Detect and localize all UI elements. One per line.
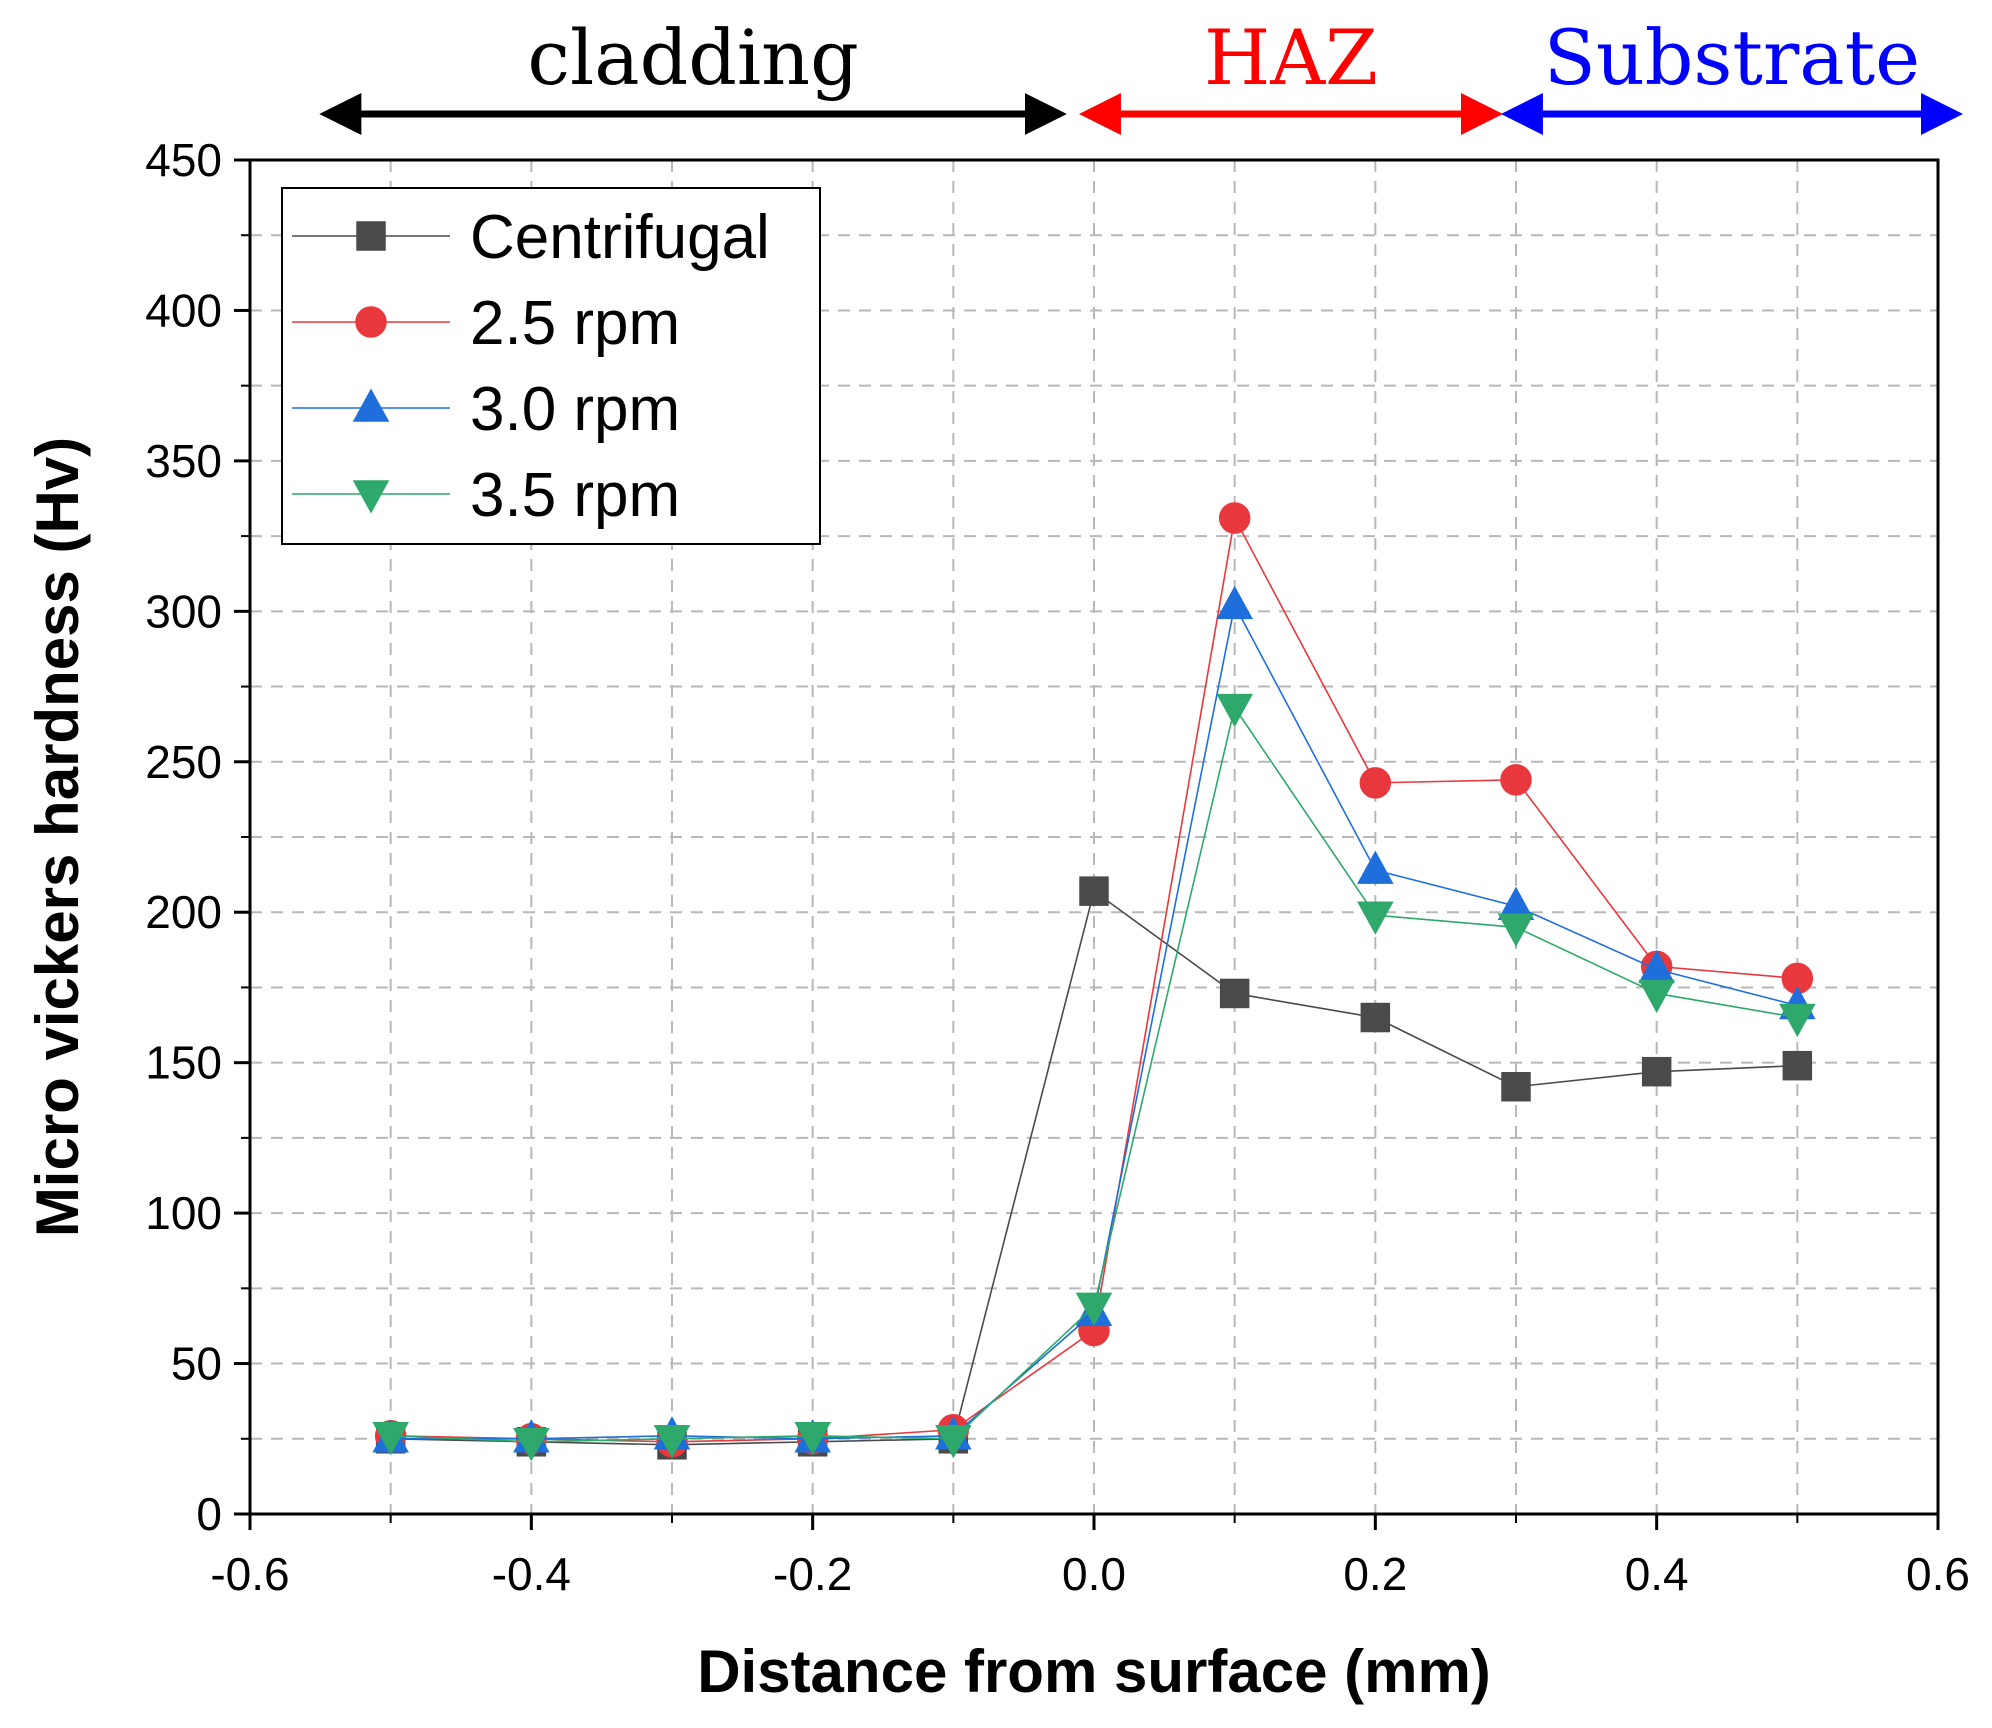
data-point-3-5-rpm bbox=[1216, 693, 1253, 728]
region-annotations: cladding HAZ Substrate bbox=[319, 13, 1963, 135]
data-point-centrifugal bbox=[1079, 876, 1109, 906]
legend-item: Centrifugal bbox=[292, 203, 770, 272]
x-tick-label: -0.2 bbox=[773, 1548, 852, 1600]
y-tick-label: 250 bbox=[145, 736, 222, 788]
data-point-2-5-rpm bbox=[1359, 767, 1392, 799]
x-tick-label: 0.2 bbox=[1343, 1548, 1407, 1600]
y-tick-label: 150 bbox=[145, 1037, 222, 1089]
data-point-centrifugal bbox=[1641, 1056, 1672, 1087]
x-tick-label: -0.6 bbox=[210, 1548, 289, 1600]
y-axis-title: Micro vickers hardness (Hv) bbox=[24, 437, 91, 1237]
legend-marker bbox=[355, 306, 387, 338]
legend: Centrifugal 2.5 rpm 3.0 rpm 3.5 rpm bbox=[281, 187, 821, 545]
x-axis-title: Distance from surface (mm) bbox=[697, 1638, 1491, 1705]
y-tick-label: 350 bbox=[145, 435, 222, 487]
legend-label: 3.0 rpm bbox=[470, 375, 680, 444]
data-point-3-5-rpm bbox=[794, 1422, 831, 1456]
data-point-3-5-rpm bbox=[1497, 913, 1535, 947]
legend-item: 2.5 rpm bbox=[292, 289, 680, 358]
legend-item: 3.5 rpm bbox=[292, 461, 680, 530]
data-point-3-5-rpm bbox=[653, 1425, 691, 1459]
y-tick-label: 50 bbox=[171, 1338, 222, 1390]
legend-label: 3.5 rpm bbox=[470, 461, 680, 530]
data-point-3-5-rpm bbox=[1357, 901, 1394, 935]
region-label-substrate: Substrate bbox=[1544, 13, 1920, 102]
data-point-3-5-rpm bbox=[372, 1422, 409, 1456]
data-point-2-5-rpm bbox=[1500, 764, 1532, 796]
region-label-cladding: cladding bbox=[527, 13, 858, 102]
y-tick-label: 200 bbox=[145, 886, 222, 938]
data-point-centrifugal bbox=[1501, 1071, 1531, 1102]
legend-marker bbox=[352, 480, 390, 514]
data-point-3-5-rpm bbox=[935, 1425, 972, 1459]
data-point-3-0-rpm bbox=[1216, 585, 1253, 620]
series-3-5-rpm bbox=[372, 693, 1816, 1462]
y-tick-label: 450 bbox=[145, 134, 222, 186]
data-point-3-5-rpm bbox=[1638, 979, 1675, 1014]
axis-ticks: -0.6 -0.4 -0.2 0.0 0.2 0.4 0.6 0 50 100 150 200 250 3… bbox=[145, 134, 1970, 1600]
x-tick-label: 0.0 bbox=[1062, 1548, 1126, 1600]
data-point-centrifugal bbox=[1360, 1002, 1391, 1033]
region-label-haz: HAZ bbox=[1204, 13, 1378, 102]
data-point-3-0-rpm bbox=[1357, 850, 1394, 884]
data-point-3-5-rpm bbox=[513, 1428, 550, 1462]
data-point-centrifugal bbox=[1782, 1050, 1813, 1081]
legend-label: Centrifugal bbox=[470, 203, 770, 272]
x-tick-label: 0.6 bbox=[1906, 1548, 1970, 1600]
x-tick-label: 0.4 bbox=[1625, 1548, 1689, 1600]
legend-marker bbox=[352, 388, 390, 422]
legend-marker bbox=[356, 221, 386, 251]
y-tick-label: 300 bbox=[145, 585, 222, 637]
legend-label: 2.5 rpm bbox=[470, 289, 680, 358]
y-tick-label: 400 bbox=[145, 284, 222, 336]
data-point-3-5-rpm bbox=[1779, 1003, 1816, 1038]
data-series bbox=[372, 502, 1816, 1462]
x-tick-label: -0.4 bbox=[492, 1548, 571, 1600]
data-point-3-5-rpm bbox=[1075, 1292, 1113, 1326]
data-point-centrifugal bbox=[1219, 978, 1250, 1009]
legend-item: 3.0 rpm bbox=[292, 375, 680, 444]
y-tick-label: 0 bbox=[196, 1488, 222, 1540]
data-point-2-5-rpm bbox=[1218, 502, 1251, 534]
y-tick-label: 100 bbox=[145, 1187, 222, 1239]
